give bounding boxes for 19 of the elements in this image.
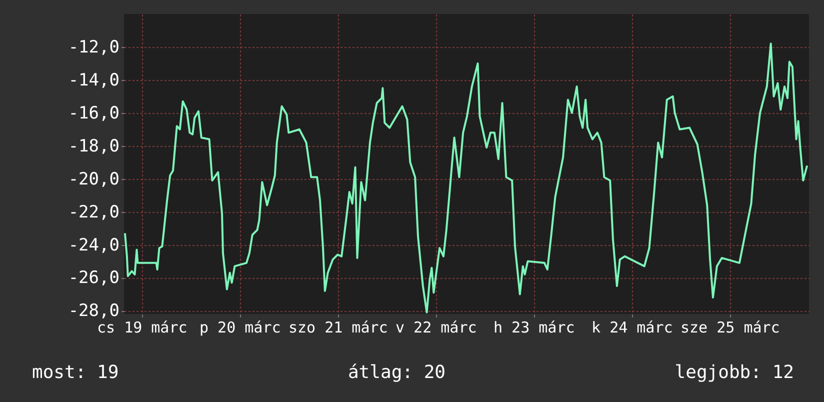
- y-tick-label: -14,0: [68, 70, 120, 90]
- x-tick-label: cs 19 márc: [96, 318, 188, 336]
- y-tick-label: -26,0: [68, 268, 120, 288]
- x-tick-label: szo 21 márc: [288, 318, 388, 336]
- y-tick-label: -28,0: [68, 301, 120, 322]
- y-tick-label: -18,0: [68, 136, 120, 156]
- text: most: 19: [32, 362, 119, 383]
- x-tick-label: sze 25 márc: [680, 318, 780, 336]
- y-tick-label: -24,0: [68, 235, 120, 256]
- text: átlag: 20: [348, 362, 446, 383]
- y-tick-label: -12,0: [68, 37, 120, 58]
- x-tick-label: p 20 márc: [199, 318, 281, 336]
- x-tick-label: h 23 márc: [494, 318, 575, 336]
- y-tick-label: -16,0: [68, 103, 120, 124]
- y-tick-label: -20,0: [68, 169, 120, 190]
- x-tick-label: k 24 márc: [592, 318, 673, 336]
- x-tick-label: v 22 márc: [395, 318, 477, 336]
- text: legjobb: 12: [674, 362, 794, 383]
- y-tick-label: -22,0: [68, 202, 120, 222]
